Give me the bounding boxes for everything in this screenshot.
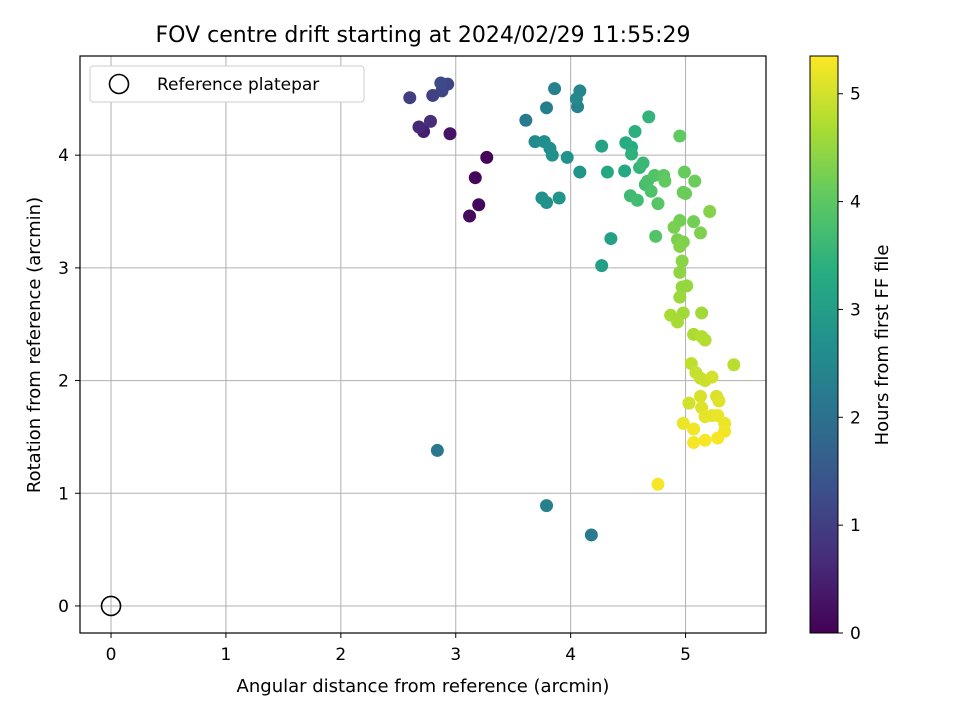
data-point (430, 443, 444, 457)
data-point (528, 135, 542, 149)
x-tick-label: 4 (565, 645, 576, 665)
data-point (687, 436, 701, 450)
data-point (680, 279, 694, 293)
y-tick-label: 1 (58, 484, 69, 504)
data-point (651, 197, 665, 211)
data-point (545, 148, 559, 162)
data-point (628, 125, 642, 139)
colorbar-tick-label: 2 (850, 408, 861, 428)
data-points (100, 76, 741, 617)
data-point (673, 239, 687, 253)
data-point (403, 91, 417, 105)
axis-ticks: 0 1 2 3 4 5 0 1 2 3 4 (58, 146, 691, 665)
data-point (584, 528, 598, 542)
data-point (705, 370, 719, 384)
data-point (644, 184, 658, 198)
y-tick-label: 4 (58, 146, 69, 166)
x-tick-label: 1 (221, 645, 232, 665)
legend-box (89, 65, 365, 103)
colorbar-ticks: 0 1 2 3 4 5 (838, 85, 861, 644)
data-point (677, 165, 691, 179)
data-point (703, 205, 717, 219)
data-point (649, 229, 663, 243)
data-point (540, 499, 554, 513)
legend-label: Reference platepar (157, 75, 319, 95)
data-point (423, 114, 437, 128)
data-point (468, 171, 482, 185)
data-point (519, 113, 533, 127)
y-tick-label: 2 (58, 372, 69, 392)
x-tick-label: 0 (106, 645, 117, 665)
data-point (694, 389, 708, 403)
data-point (727, 358, 741, 372)
data-point (480, 150, 494, 164)
colorbar-tick-label: 1 (850, 516, 861, 536)
data-point (687, 422, 701, 436)
x-tick-label: 3 (450, 645, 461, 665)
data-point (595, 139, 609, 153)
data-point (443, 127, 457, 141)
colorbar-label: Hours from first FF file (872, 245, 893, 446)
legend: Reference platepar (89, 65, 365, 103)
data-point (687, 215, 701, 229)
y-tick-label: 3 (58, 259, 69, 279)
data-point (673, 265, 687, 279)
data-point (463, 209, 477, 223)
data-point (604, 232, 618, 246)
data-point (636, 156, 650, 170)
data-point (673, 129, 687, 143)
data-point (658, 174, 672, 188)
x-axis-label: Angular distance from reference (arcmin) (237, 676, 610, 697)
y-axis-label: Rotation from reference (arcmin) (24, 197, 45, 493)
data-point (711, 431, 725, 445)
data-point (569, 92, 583, 106)
y-tick-label: 0 (58, 597, 69, 617)
colorbar: 0 1 2 3 4 5 Hours from first FF file (809, 55, 893, 644)
data-point (548, 82, 562, 96)
data-point (625, 147, 639, 161)
data-point (618, 164, 632, 178)
data-point (695, 306, 709, 320)
data-point (540, 101, 554, 115)
plot-frame (79, 55, 767, 634)
data-point (600, 165, 614, 179)
data-point (682, 396, 696, 410)
data-point (688, 174, 702, 188)
data-point (540, 196, 554, 210)
data-point (434, 76, 448, 90)
data-point (679, 186, 693, 200)
data-point (472, 198, 486, 212)
data-point (675, 254, 689, 268)
legend-marker (108, 73, 130, 95)
data-point (694, 226, 708, 240)
colorbar-gradient (809, 55, 839, 634)
colorbar-tick-label: 3 (850, 300, 861, 320)
x-tick-label: 5 (680, 645, 691, 665)
data-point (595, 259, 609, 273)
reference-point-marker (100, 595, 122, 617)
grid-lines (80, 56, 766, 633)
colorbar-tick-label: 5 (850, 85, 861, 105)
data-point (676, 416, 690, 430)
colorbar-tick-label: 4 (850, 193, 861, 213)
colorbar-tick-label: 0 (850, 624, 861, 644)
data-point (648, 168, 662, 182)
data-point (412, 120, 426, 134)
x-tick-label: 2 (335, 645, 346, 665)
data-point (712, 394, 726, 408)
data-point (698, 333, 712, 347)
data-point (651, 477, 665, 491)
data-point (630, 193, 644, 207)
data-point (673, 290, 687, 304)
data-point (573, 165, 587, 179)
data-point (552, 191, 566, 205)
data-point (698, 433, 712, 447)
chart-title: FOV centre drift starting at 2024/02/29 … (156, 23, 691, 48)
data-point (667, 220, 681, 234)
data-point (642, 110, 656, 124)
data-point (671, 315, 685, 329)
data-point (560, 150, 574, 164)
